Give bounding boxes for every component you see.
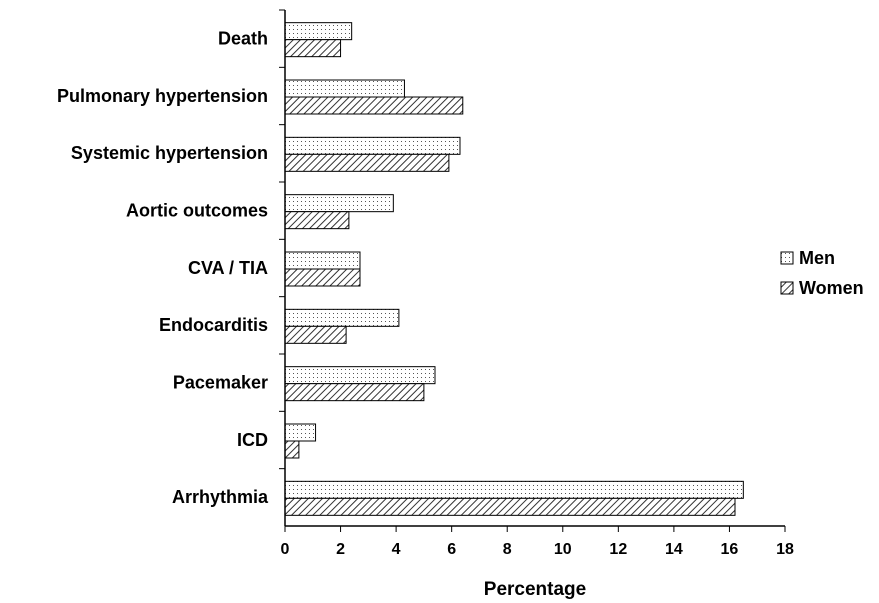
x-tick-label: 12 <box>609 541 627 558</box>
x-tick-label: 10 <box>554 541 572 558</box>
x-tick-label: 14 <box>665 541 683 558</box>
bar <box>284 136 461 155</box>
y-tick-label: Aortic outcomes <box>126 200 268 220</box>
x-tick-label: 6 <box>447 541 456 558</box>
y-tick-label: Death <box>218 28 268 48</box>
legend-label: Women <box>799 278 864 298</box>
bar <box>284 22 353 41</box>
x-tick-label: 4 <box>392 541 401 558</box>
legend-swatch <box>780 251 794 265</box>
y-tick-label: Systemic hypertension <box>71 143 268 163</box>
bar <box>284 79 405 98</box>
x-tick-label: 8 <box>503 541 512 558</box>
bar <box>284 423 317 442</box>
legend-swatch <box>780 281 794 295</box>
bar <box>284 153 450 172</box>
bar <box>284 440 300 459</box>
bar <box>284 308 400 327</box>
bar <box>284 96 464 115</box>
y-tick-label: Pulmonary hypertension <box>57 86 268 106</box>
y-tick-label: Arrhythmia <box>172 487 269 507</box>
bar <box>284 268 361 287</box>
bar <box>284 211 350 230</box>
bar <box>284 480 744 499</box>
y-tick-label: Pacemaker <box>173 372 268 392</box>
bar <box>284 251 361 270</box>
bar <box>284 366 436 385</box>
y-tick-label: Endocarditis <box>159 315 268 335</box>
bar <box>284 497 736 516</box>
x-tick-label: 2 <box>336 541 345 558</box>
y-tick-label: ICD <box>237 430 268 450</box>
y-tick-label: CVA / TIA <box>188 258 268 278</box>
bar <box>284 383 425 402</box>
x-tick-label: 16 <box>721 541 739 558</box>
bar <box>284 325 347 344</box>
legend-label: Men <box>799 248 835 268</box>
bar <box>284 194 394 213</box>
x-tick-label: 0 <box>281 541 290 558</box>
x-axis-title: Percentage <box>484 579 586 600</box>
bar <box>284 39 342 58</box>
x-tick-label: 18 <box>776 541 794 558</box>
